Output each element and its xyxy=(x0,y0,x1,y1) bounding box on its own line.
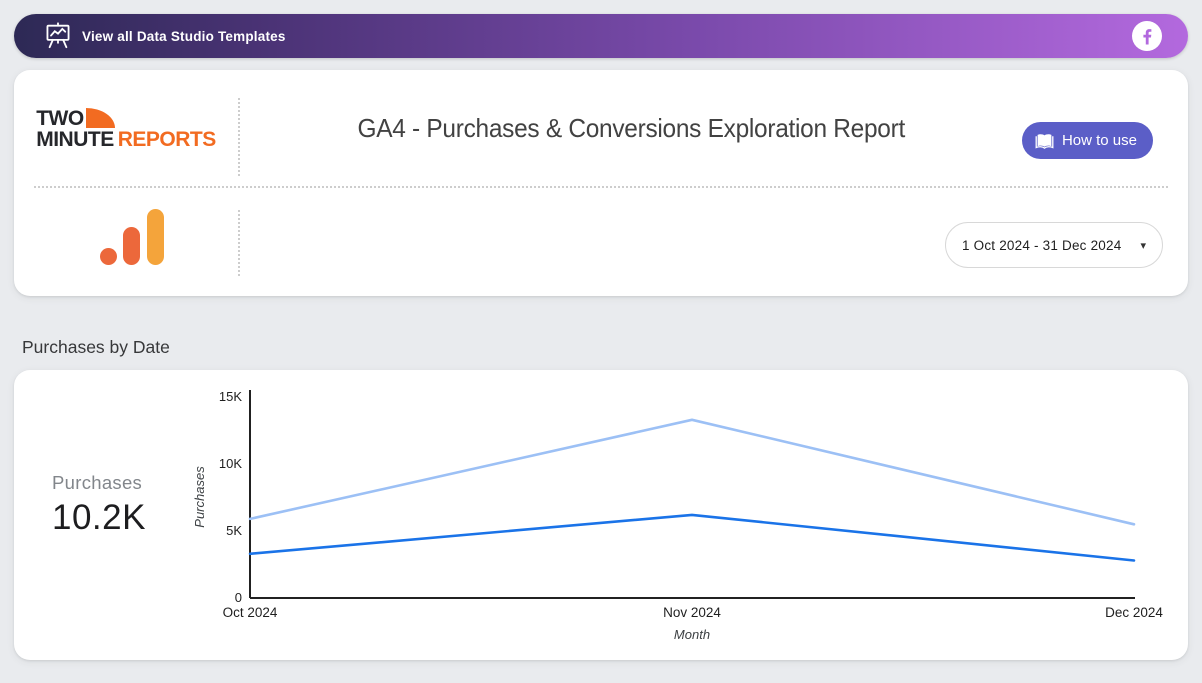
x-tick-dec: Dec 2024 xyxy=(1105,605,1163,620)
presentation-chart-icon xyxy=(46,22,70,49)
vertical-divider-top xyxy=(238,98,240,176)
horizontal-divider xyxy=(34,186,1168,188)
x-axis-title: Month xyxy=(674,627,710,642)
line-series-light[interactable] xyxy=(248,418,1136,526)
purchases-scorecard: Purchases 10.2K xyxy=(52,472,146,538)
templates-banner[interactable]: View all Data Studio Templates xyxy=(14,14,1188,58)
two-minute-reports-logo: TWO MINUTE REPORTS xyxy=(14,70,238,187)
section-title: Purchases by Date xyxy=(22,337,170,357)
chevron-down-icon: ▾ xyxy=(1140,239,1146,252)
banner-label: View all Data Studio Templates xyxy=(82,28,286,44)
logo-word-two: TWO xyxy=(36,106,84,130)
line-chart[interactable]: 0 5K 10K 15K Purchases Oct 2024 Nov 2024… xyxy=(14,370,1188,660)
y-tick-15k: 15K xyxy=(219,389,242,404)
date-range-value: 1 Oct 2024 - 31 Dec 2024 xyxy=(962,237,1122,253)
line-series-dark[interactable] xyxy=(248,513,1136,562)
how-to-use-button[interactable]: How to use xyxy=(1021,122,1153,159)
google-analytics-icon xyxy=(100,209,164,265)
report-title: GA4 - Purchases & Conversions Exploratio… xyxy=(357,113,905,143)
logo-quarter-shape xyxy=(85,107,115,128)
how-to-use-label: How to use xyxy=(1061,132,1137,149)
vertical-divider-bottom xyxy=(238,210,240,276)
date-range-selector[interactable]: 1 Oct 2024 - 31 Dec 2024 ▾ xyxy=(945,222,1163,268)
header-card: TWO MINUTE REPORTS GA4 - Purchases & Conv… xyxy=(14,70,1188,296)
book-icon xyxy=(1035,134,1054,149)
y-axis-title: Purchases xyxy=(192,466,207,528)
logo-word-minute: MINUTE xyxy=(36,127,114,151)
facebook-icon[interactable] xyxy=(1132,21,1162,51)
y-tick-0: 0 xyxy=(235,590,242,605)
logo-word-reports: REPORTS xyxy=(117,127,217,151)
chart-card: Purchases 10.2K 0 5K 10K 15K Purchases O… xyxy=(14,370,1188,660)
y-tick-10k: 10K xyxy=(219,456,242,471)
x-tick-oct: Oct 2024 xyxy=(223,605,278,620)
x-tick-nov: Nov 2024 xyxy=(663,605,721,620)
y-tick-5k: 5K xyxy=(226,523,242,538)
scorecard-label: Purchases xyxy=(52,472,143,493)
scorecard-value: 10.2K xyxy=(52,498,146,537)
